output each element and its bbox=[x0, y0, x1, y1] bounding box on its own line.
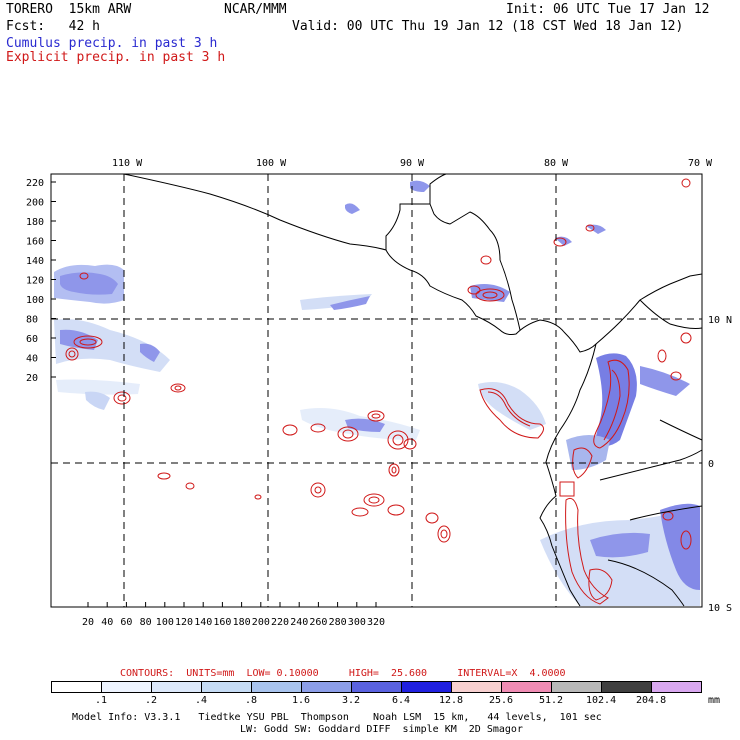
legend-swatch bbox=[251, 681, 302, 693]
bottom-tick-label: 180 bbox=[233, 617, 251, 628]
right-tick-label: 10 S bbox=[708, 603, 732, 614]
contour-low: LOW= 0.10000 bbox=[246, 668, 319, 679]
contour-interval: INTERVAL=X 4.0000 bbox=[457, 668, 566, 679]
legend-label: 204.8 bbox=[636, 695, 667, 706]
contour-label: CONTOURS: bbox=[120, 668, 175, 679]
left-tick-label: 80 bbox=[26, 315, 38, 326]
legend-label: 3.2 bbox=[342, 695, 361, 706]
legend-unit: mm bbox=[708, 695, 721, 706]
bottom-tick-label: 140 bbox=[194, 617, 212, 628]
bottom-tick-label: 120 bbox=[175, 617, 193, 628]
bottom-tick-label: 60 bbox=[120, 617, 132, 628]
left-tick-label: 120 bbox=[26, 276, 44, 287]
legend-swatch bbox=[601, 681, 652, 693]
bottom-tick-label: 160 bbox=[213, 617, 231, 628]
legend-label: 6.4 bbox=[392, 695, 411, 706]
legend-label: .2 bbox=[145, 695, 158, 706]
bottom-tick-label: 320 bbox=[367, 617, 385, 628]
left-tick-label: 140 bbox=[26, 256, 44, 267]
bottom-tick-label: 240 bbox=[290, 617, 308, 628]
left-tick-label: 20 bbox=[26, 373, 38, 384]
coastlines bbox=[123, 173, 703, 607]
bottom-tick-label: 220 bbox=[271, 617, 289, 628]
bottom-tick-label: 100 bbox=[156, 617, 174, 628]
legend-swatch bbox=[101, 681, 152, 693]
left-axis: 220 200 180 160 140 120 100 80 60 40 20 bbox=[26, 178, 44, 384]
top-tick-label: 70 W bbox=[688, 158, 713, 169]
right-tick-label: 10 N bbox=[708, 315, 732, 326]
legend-swatch bbox=[651, 681, 702, 693]
legend-label: 51.2 bbox=[539, 695, 564, 706]
cumulus-precip-areas bbox=[54, 180, 700, 606]
legend-swatch bbox=[401, 681, 452, 693]
valid-time: Valid: 00 UTC Thu 19 Jan 12 (18 CST Wed … bbox=[292, 19, 684, 34]
top-tick-label: 110 W bbox=[112, 158, 143, 169]
bottom-tick-label: 80 bbox=[140, 617, 152, 628]
right-axis: 10 N 0 10 S bbox=[708, 315, 732, 614]
legend-label: 12.8 bbox=[439, 695, 464, 706]
top-tick-label: 100 W bbox=[256, 158, 287, 169]
legend-label: 1.6 bbox=[292, 695, 311, 706]
contour-high: HIGH= 25.600 bbox=[348, 668, 428, 679]
legend-label: .8 bbox=[245, 695, 258, 706]
lat-lon-grid bbox=[51, 174, 702, 607]
explicit-precip-contours bbox=[65, 178, 692, 605]
left-tick-label: 180 bbox=[26, 217, 44, 228]
forecast-hour: Fcst: 42 h bbox=[6, 19, 100, 34]
bottom-tick-label: 300 bbox=[348, 617, 366, 628]
legend-swatch bbox=[451, 681, 502, 693]
left-tick-label: 40 bbox=[26, 354, 38, 365]
axis-ticks bbox=[51, 181, 377, 607]
legend-label: .4 bbox=[195, 695, 208, 706]
legend-label: 25.6 bbox=[489, 695, 514, 706]
left-tick-label: 220 bbox=[26, 178, 44, 189]
top-axis: 110 W 100 W 90 W 80 W 70 W bbox=[112, 158, 713, 169]
legend-swatch bbox=[351, 681, 402, 693]
bottom-tick-label: 40 bbox=[101, 617, 113, 628]
legend-swatch bbox=[151, 681, 202, 693]
cumulus-label: Cumulus precip. in past 3 h bbox=[6, 36, 218, 51]
bottom-tick-label: 200 bbox=[252, 617, 270, 628]
model-title: TORERO 15km ARW bbox=[6, 2, 132, 17]
explicit-label: Explicit precip. in past 3 h bbox=[6, 50, 226, 65]
marker-box bbox=[559, 481, 575, 497]
bottom-tick-label: 20 bbox=[82, 617, 94, 628]
model-info: Model Info: V3.3.1 Tiedtke YSU PBL Thomp… bbox=[72, 712, 602, 723]
legend-swatch bbox=[501, 681, 552, 693]
organization-label: NCAR/MMM bbox=[224, 2, 287, 17]
bottom-tick-label: 280 bbox=[329, 617, 347, 628]
init-time: Init: 06 UTC Tue 17 Jan 12 bbox=[506, 2, 710, 17]
top-tick-label: 90 W bbox=[400, 158, 425, 169]
contour-info: CONTOURS: UNITS=mm LOW= 0.10000 HIGH= 25… bbox=[120, 668, 566, 679]
left-tick-label: 100 bbox=[26, 295, 44, 306]
legend-swatch bbox=[301, 681, 352, 693]
bottom-axis: 20 40 60 80 100 120 140 160 180 200 220 240 260 280 30… bbox=[82, 617, 385, 628]
legend-swatch bbox=[201, 681, 252, 693]
left-tick-label: 200 bbox=[26, 198, 44, 209]
bottom-tick-label: 260 bbox=[309, 617, 327, 628]
legend-label: .1 bbox=[95, 695, 108, 706]
model-physics: LW: Godd SW: Goddard DIFF simple KM 2D S… bbox=[240, 724, 523, 735]
left-tick-label: 160 bbox=[26, 237, 44, 248]
contour-units: UNITS=mm bbox=[186, 668, 235, 679]
legend-swatch bbox=[551, 681, 602, 693]
legend-swatch bbox=[51, 681, 102, 693]
legend-label: 102.4 bbox=[586, 695, 617, 706]
right-tick-label: 0 bbox=[708, 459, 714, 470]
left-tick-label: 60 bbox=[26, 334, 38, 345]
top-tick-label: 80 W bbox=[544, 158, 569, 169]
